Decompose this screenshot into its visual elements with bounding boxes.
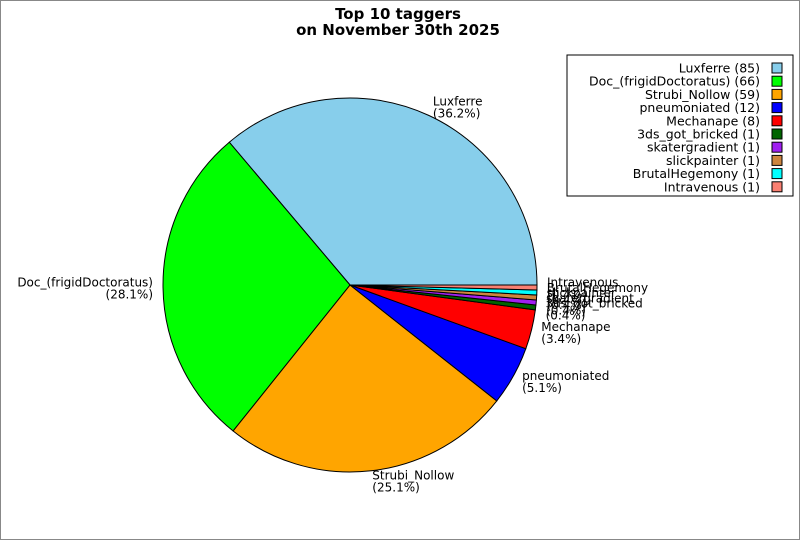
slice-percent-3ds-got-bricked: (0.4%) <box>546 309 586 323</box>
slice-labels: Luxferre(36.2%) Doc_(frigidDoctoratus)(28… <box>17 94 648 494</box>
slice-label-mechanape: Mechanape <box>541 320 610 334</box>
legend-label-slickpainter: slickpainter (1) <box>666 153 760 168</box>
legend-swatch-skatergradient <box>771 141 783 153</box>
pie-slice-strubi-nollow <box>232 284 498 473</box>
legend-swatch-brutalhegemony <box>771 168 783 180</box>
slice-label-luxferre: Luxferre <box>433 94 483 108</box>
slice-percent-skatergradient: (0.4%) <box>546 303 586 317</box>
slice-label-doc-frigiddoctoratus: Doc_(frigidDoctoratus) <box>17 276 153 290</box>
slice-label-pneumoniated: pneumoniated <box>522 369 609 383</box>
slice-percent-strubi-nollow: (25.1%) <box>372 481 419 495</box>
pie-slice-intravenous <box>349 284 538 291</box>
slice-label-intravenous: Intravenous <box>547 276 618 290</box>
legend-label-intravenous: Intravenous (1) <box>664 179 760 194</box>
legend-label-pneumoniated: pneumoniated (12) <box>639 100 760 115</box>
legend-label-brutalhegemony: BrutalHegemony (1) <box>633 166 760 181</box>
legend-swatch-doc-frigiddoctoratus <box>771 75 783 87</box>
legend-label-mechanape: Mechanape (8) <box>666 113 760 128</box>
chart-title: Top 10 taggers <box>335 5 461 23</box>
slice-percent-doc-frigiddoctoratus: (28.1%) <box>106 288 153 302</box>
slice-label-slickpainter: slickpainter <box>547 286 616 300</box>
slice-label-3ds-got-bricked: 3ds_got_bricked <box>546 297 643 311</box>
pie-slice-luxferre <box>228 97 538 286</box>
legend-swatch-luxferre <box>771 62 783 74</box>
legend-swatch-pneumoniated <box>771 102 783 114</box>
legend-swatch-3ds-got-bricked <box>771 128 783 140</box>
legend-swatch-slickpainter <box>771 154 783 166</box>
slice-percent-pneumoniated: (5.1%) <box>522 381 562 395</box>
legend-swatch-strubi-nollow <box>771 88 783 100</box>
slice-percent-intravenous: (0.4%) <box>547 288 587 302</box>
slice-percent-brutalhegemony: (0.4%) <box>547 293 587 307</box>
slice-label-brutalhegemony: BrutalHegemony <box>547 281 648 295</box>
legend-label-strubi-nollow: Strubi_Nollow (59) <box>645 87 760 102</box>
chart-subtitle: on November 30th 2025 <box>296 21 500 39</box>
legend-label-luxferre: Luxferre (85) <box>679 61 760 76</box>
legend-label-3ds-got-bricked: 3ds_got_bricked (1) <box>637 127 760 142</box>
legend-box <box>566 54 794 197</box>
slice-percent-slickpainter: (0.4%) <box>547 298 587 312</box>
legend: Luxferre (85)Doc_(frigidDoctoratus) (66)… <box>566 54 794 197</box>
slice-label-skatergradient: skatergradient <box>546 291 634 305</box>
slice-percent-mechanape: (3.4%) <box>541 332 581 346</box>
legend-label-skatergradient: skatergradient (1) <box>647 140 760 155</box>
legend-label-doc-frigiddoctoratus: Doc_(frigidDoctoratus) (66) <box>589 74 760 89</box>
slice-label-strubi-nollow: Strubi_Nollow <box>372 469 454 483</box>
legend-swatch-mechanape <box>771 115 783 127</box>
pie-slices <box>162 97 538 473</box>
legend-swatch-intravenous <box>771 181 783 193</box>
slice-percent-luxferre: (36.2%) <box>433 106 480 120</box>
pie-slice-doc-frigiddoctoratus <box>162 141 351 432</box>
